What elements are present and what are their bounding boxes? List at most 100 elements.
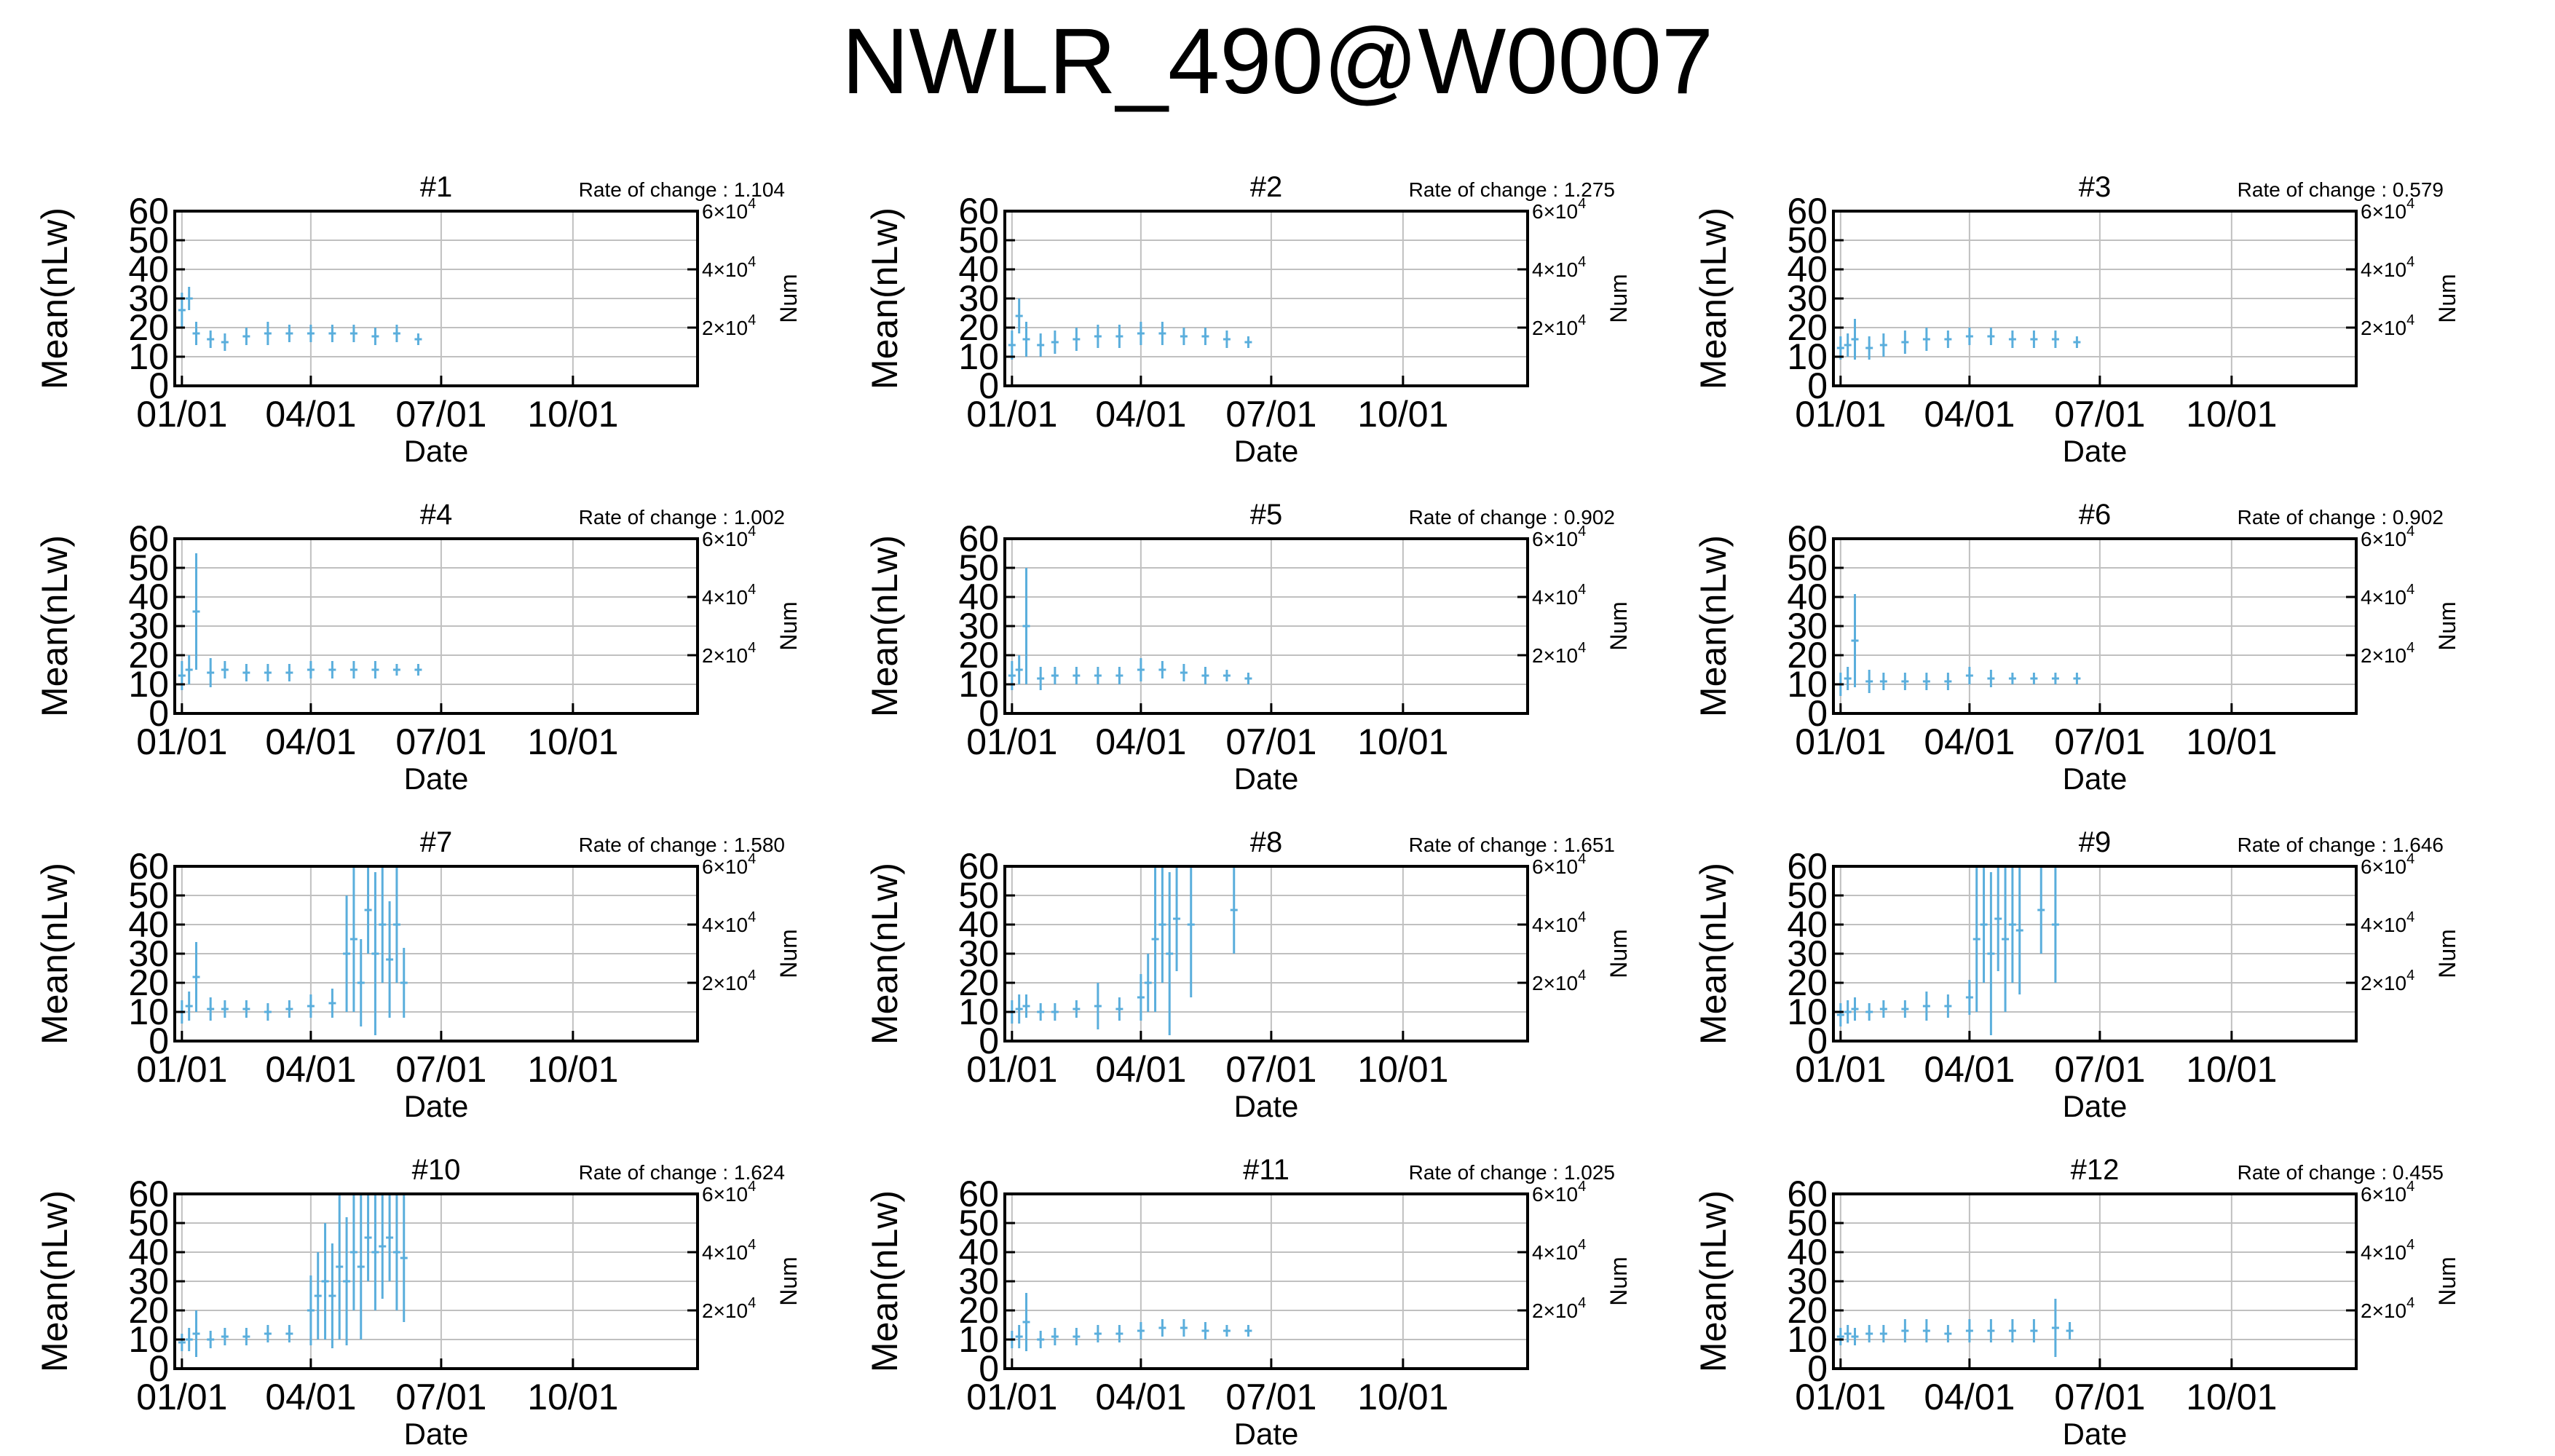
y2-tick-base: 6×10 [1532,855,1578,878]
y-axis-label: Mean(nLw) [864,535,905,717]
y-tick-label: 30 [1787,1261,1828,1302]
y2-tick-label: 6×104 [2361,196,2414,223]
y2-tick-exp: 4 [2406,640,2414,656]
y2-tick-base: 2×10 [702,972,748,994]
x-tick-label: 04/01 [1924,721,2015,762]
y2-tick-base: 4×10 [1532,1241,1578,1264]
y2-tick-label: 2×104 [1532,968,1586,994]
y-tick-label: 40 [128,904,169,945]
x-tick-label: 07/01 [1225,394,1316,435]
y2-axis-label: Num [775,274,802,323]
y-tick-label: 0 [979,365,999,406]
y-tick-label: 50 [958,220,999,261]
y2-tick-exp: 4 [2406,909,2414,925]
y2-tick-exp: 4 [748,909,756,925]
y2-tick-exp: 4 [748,523,756,539]
y-tick-label: 50 [958,875,999,916]
y2-tick-exp: 4 [2406,851,2414,867]
y2-tick-label: 6×104 [1532,523,1586,550]
y-tick-label: 30 [128,933,169,974]
y-axis-label: Mean(nLw) [1693,207,1734,389]
y-axis-label: Mean(nLw) [34,535,75,717]
y-tick-label: 60 [128,1174,169,1214]
x-tick-label: 04/01 [265,1377,356,1417]
y2-tick-base: 4×10 [1532,914,1578,936]
x-tick-label: 10/01 [527,1377,618,1417]
y-tick-label: 30 [1787,606,1828,646]
y-tick-label: 30 [958,606,999,646]
rate-of-change-label: Rate of change : 1.025 [1409,1161,1615,1184]
x-tick-label: 10/01 [1357,721,1448,762]
y-tick-label: 50 [128,875,169,916]
y2-tick-base: 4×10 [2361,914,2406,936]
y-axis-label: Mean(nLw) [1693,535,1734,717]
y-tick-label: 40 [1787,904,1828,945]
y2-tick-base: 6×10 [2361,528,2406,550]
y2-tick-label: 2×104 [702,640,756,667]
y2-tick-label: 2×104 [2361,312,2414,339]
x-tick-label: 07/01 [2054,1049,2145,1090]
y-tick-label: 30 [1787,278,1828,319]
y2-axis-label: Num [1606,601,1632,651]
y-tick-label: 50 [1787,875,1828,916]
y2-tick-label: 2×104 [1532,312,1586,339]
y-tick-label: 30 [128,1261,169,1302]
y2-tick-label: 2×104 [1532,640,1586,667]
y-tick-label: 20 [128,962,169,1003]
y-tick-label: 40 [958,577,999,617]
y2-tick-base: 6×10 [702,200,748,223]
x-tick-label: 10/01 [2186,1049,2277,1090]
y-tick-label: 40 [1787,1232,1828,1273]
y2-tick-label: 4×104 [702,582,756,609]
y2-tick-label: 6×104 [702,851,756,878]
x-tick-label: 04/01 [1095,1377,1186,1417]
y2-tick-base: 4×10 [702,914,748,936]
y-tick-label: 40 [128,249,169,290]
x-tick-label: 01/01 [136,394,227,435]
y2-tick-base: 4×10 [1532,586,1578,609]
y-tick-label: 10 [1787,336,1828,377]
y-axis-label: Mean(nLw) [34,207,75,389]
y-tick-label: 0 [149,1348,169,1389]
y-tick-label: 50 [1787,1203,1828,1243]
rate-of-change-label: Rate of change : 0.579 [2238,178,2444,201]
y-tick-label: 40 [128,1232,169,1273]
y-tick-label: 20 [128,635,169,676]
x-axis-label: Date [404,761,469,796]
y2-tick-base: 6×10 [1532,528,1578,550]
y-tick-label: 50 [1787,547,1828,588]
y2-axis-label: Num [775,1257,802,1306]
x-tick-label: 01/01 [136,1049,227,1090]
y2-tick-base: 4×10 [702,586,748,609]
panel-title: #6 [2079,499,2112,531]
x-tick-label: 10/01 [527,394,618,435]
x-tick-label: 04/01 [265,1049,356,1090]
y2-axis-label: Num [1606,1257,1632,1306]
panel-title: #3 [2079,171,2112,203]
y2-tick-base: 4×10 [702,258,748,281]
y-tick-label: 60 [1787,191,1828,232]
y-tick-label: 0 [979,1348,999,1389]
x-tick-label: 07/01 [395,721,486,762]
y-tick-label: 0 [149,365,169,406]
y-axis-label: Mean(nLw) [1693,863,1734,1045]
y2-tick-base: 6×10 [2361,855,2406,878]
y-tick-label: 10 [128,1319,169,1360]
y2-tick-label: 2×104 [1532,1295,1586,1322]
y2-tick-exp: 4 [1578,1237,1586,1253]
x-tick-label: 01/01 [1795,394,1886,435]
y2-tick-base: 2×10 [2361,317,2406,339]
x-tick-label: 01/01 [966,721,1057,762]
y2-tick-exp: 4 [2406,196,2414,212]
y-tick-label: 40 [1787,577,1828,617]
x-tick-label: 10/01 [527,721,618,762]
y2-axis-label: Num [775,929,802,978]
y2-tick-base: 2×10 [2361,1299,2406,1322]
y-axis-label: Mean(nLw) [34,863,75,1045]
